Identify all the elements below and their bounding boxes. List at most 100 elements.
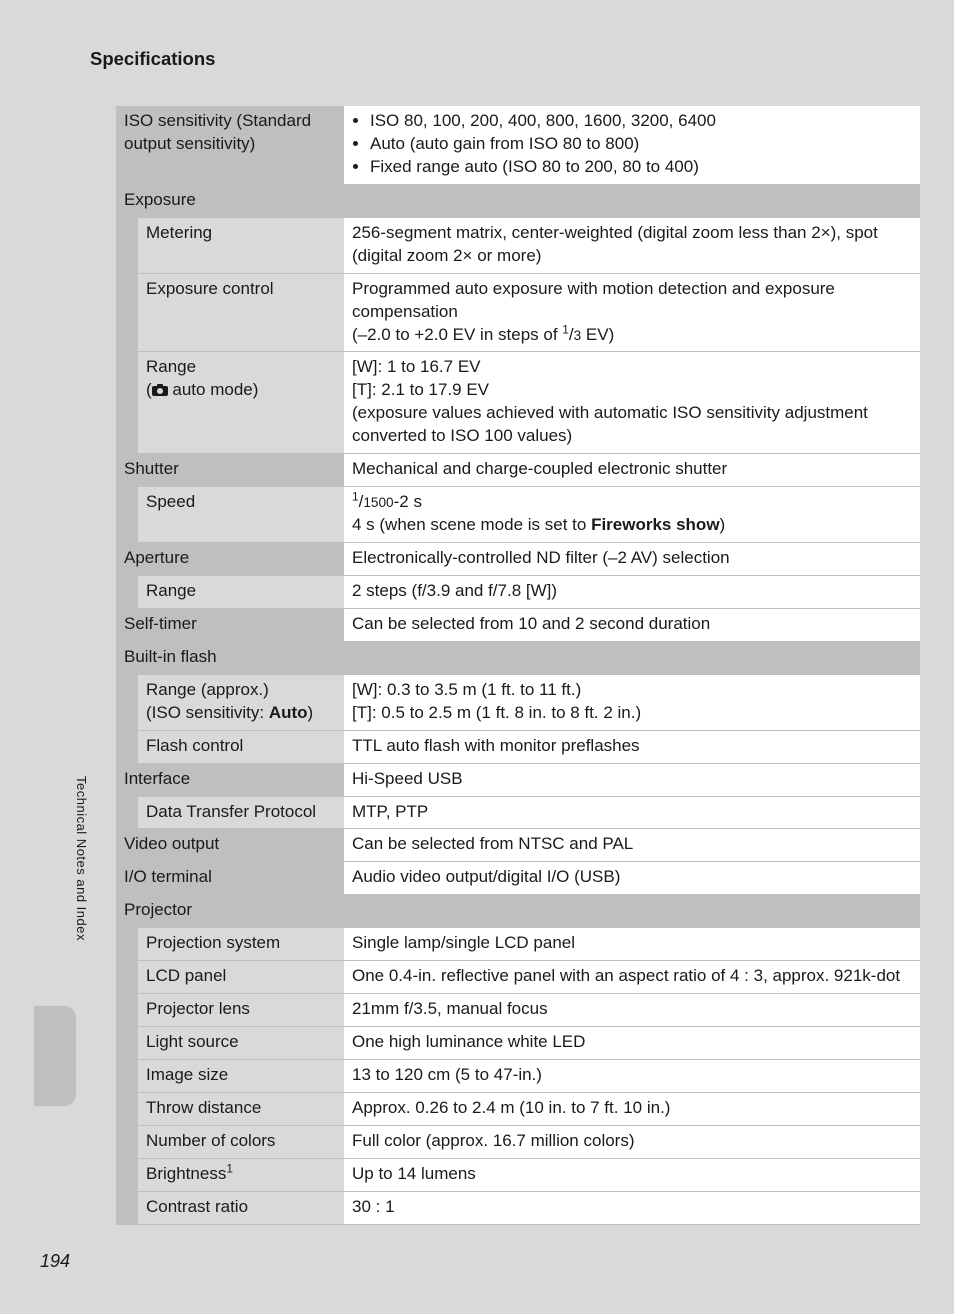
table-row: Shutter Mechanical and charge-coupled el… bbox=[116, 454, 920, 487]
spec-value: Up to 14 lumens bbox=[344, 1158, 920, 1191]
spec-label: Video output bbox=[116, 829, 344, 862]
spec-label: Brightness1 bbox=[138, 1158, 344, 1191]
table-row: Range (approx.) (ISO sensitivity: Auto) … bbox=[116, 674, 920, 730]
spec-value: [W]: 0.3 to 3.5 m (1 ft. to 11 ft.) [T]:… bbox=[344, 674, 920, 730]
indent-strip bbox=[116, 994, 138, 1027]
spec-label: Throw distance bbox=[138, 1092, 344, 1125]
spec-value: Mechanical and charge-coupled electronic… bbox=[344, 454, 920, 487]
fraction-den: 1500 bbox=[363, 495, 393, 510]
spec-label: LCD panel bbox=[138, 961, 344, 994]
spec-label: Speed bbox=[138, 487, 344, 543]
indent-strip bbox=[116, 352, 138, 454]
spec-value: Single lamp/single LCD panel bbox=[344, 928, 920, 961]
text: (ISO sensitivity: bbox=[146, 703, 269, 722]
indent-strip bbox=[116, 730, 138, 763]
spec-label: Number of colors bbox=[138, 1125, 344, 1158]
bullet-item: Fixed range auto (ISO 80 to 200, 80 to 4… bbox=[370, 156, 912, 179]
spec-label: Projection system bbox=[138, 928, 344, 961]
table-row: Speed 1/1500-2 s 4 s (when scene mode is… bbox=[116, 487, 920, 543]
text: (exposure values achieved with automatic… bbox=[352, 403, 868, 445]
spec-value: [W]: 1 to 16.7 EV [T]: 2.1 to 17.9 EV (e… bbox=[344, 352, 920, 454]
table-row: Light source One high luminance white LE… bbox=[116, 1027, 920, 1060]
spec-label: Shutter bbox=[116, 454, 344, 487]
text: [T]: 0.5 to 2.5 m (1 ft. 8 in. to 8 ft. … bbox=[352, 703, 641, 722]
indent-strip bbox=[116, 1027, 138, 1060]
table-row: Video output Can be selected from NTSC a… bbox=[116, 829, 920, 862]
table-row: Number of colors Full color (approx. 16.… bbox=[116, 1125, 920, 1158]
page-title: Specifications bbox=[90, 48, 920, 70]
bullet-item: ISO 80, 100, 200, 400, 800, 1600, 3200, … bbox=[370, 110, 912, 133]
section-header: Projector bbox=[116, 895, 920, 928]
page-number: 194 bbox=[40, 1251, 920, 1272]
thumb-tab bbox=[34, 1006, 76, 1106]
text: -2 s bbox=[394, 492, 422, 511]
page: Specifications Technical Notes and Index… bbox=[0, 0, 954, 1296]
spec-value: Approx. 0.26 to 2.4 m (10 in. to 7 ft. 1… bbox=[344, 1092, 920, 1125]
spec-label: Flash control bbox=[138, 730, 344, 763]
spec-value: Electronically-controlled ND filter (–2 … bbox=[344, 543, 920, 576]
spec-label: Metering bbox=[138, 217, 344, 273]
spec-value: One 0.4-in. reflective panel with an asp… bbox=[344, 961, 920, 994]
spec-value: TTL auto flash with monitor preflashes bbox=[344, 730, 920, 763]
spec-value: Hi-Speed USB bbox=[344, 763, 920, 796]
section-header: Exposure bbox=[116, 184, 920, 217]
indent-strip bbox=[116, 961, 138, 994]
content-area: Technical Notes and Index ISO sensitivit… bbox=[34, 106, 920, 1225]
indent-strip bbox=[116, 1125, 138, 1158]
spec-label: Projector lens bbox=[138, 994, 344, 1027]
table-row: Metering 256-segment matrix, center-weig… bbox=[116, 217, 920, 273]
table-row: Projection system Single lamp/single LCD… bbox=[116, 928, 920, 961]
spec-label: ISO sensitivity (Standard output sensiti… bbox=[116, 106, 344, 184]
spec-label: Range bbox=[138, 575, 344, 608]
spec-label: Interface bbox=[116, 763, 344, 796]
indent-strip bbox=[116, 487, 138, 543]
table-row: Built-in flash bbox=[116, 641, 920, 674]
table-row: Flash control TTL auto flash with monito… bbox=[116, 730, 920, 763]
spec-label: Self-timer bbox=[116, 608, 344, 641]
text-bold: Auto bbox=[269, 703, 308, 722]
spec-label: Aperture bbox=[116, 543, 344, 576]
text: 4 s (when scene mode is set to bbox=[352, 515, 591, 534]
spec-value: Audio video output/digital I/O (USB) bbox=[344, 862, 920, 895]
table-row: Throw distance Approx. 0.26 to 2.4 m (10… bbox=[116, 1092, 920, 1125]
spec-value: 13 to 120 cm (5 to 47-in.) bbox=[344, 1060, 920, 1093]
side-rail: Technical Notes and Index bbox=[34, 106, 116, 1225]
side-section-label: Technical Notes and Index bbox=[74, 776, 89, 941]
text: Range bbox=[146, 357, 196, 376]
table-row: Projector bbox=[116, 895, 920, 928]
table-row: Aperture Electronically-controlled ND fi… bbox=[116, 543, 920, 576]
spec-label: Image size bbox=[138, 1060, 344, 1093]
indent-strip bbox=[116, 273, 138, 352]
table-row: Range 2 steps (f/3.9 and f/7.8 [W]) bbox=[116, 575, 920, 608]
spec-value: 2 steps (f/3.9 and f/7.8 [W]) bbox=[344, 575, 920, 608]
table-row: Contrast ratio 30 : 1 bbox=[116, 1191, 920, 1224]
table-row: Brightness1 Up to 14 lumens bbox=[116, 1158, 920, 1191]
section-header: Built-in flash bbox=[116, 641, 920, 674]
indent-strip bbox=[116, 796, 138, 829]
table-row: Projector lens 21mm f/3.5, manual focus bbox=[116, 994, 920, 1027]
indent-strip bbox=[116, 1191, 138, 1224]
table-row: Exposure bbox=[116, 184, 920, 217]
table-row: LCD panel One 0.4-in. reflective panel w… bbox=[116, 961, 920, 994]
spec-value: 1/1500-2 s 4 s (when scene mode is set t… bbox=[344, 487, 920, 543]
spec-label: Range (approx.) (ISO sensitivity: Auto) bbox=[138, 674, 344, 730]
text: [W]: 1 to 16.7 EV bbox=[352, 357, 481, 376]
footnote-ref: 1 bbox=[226, 1161, 233, 1175]
spec-value: Can be selected from NTSC and PAL bbox=[344, 829, 920, 862]
indent-strip bbox=[116, 928, 138, 961]
indent-strip bbox=[116, 575, 138, 608]
table-row: Data Transfer Protocol MTP, PTP bbox=[116, 796, 920, 829]
indent-strip bbox=[116, 217, 138, 273]
text: ) bbox=[720, 515, 726, 534]
text: Brightness bbox=[146, 1164, 226, 1183]
spec-value: ISO 80, 100, 200, 400, 800, 1600, 3200, … bbox=[344, 106, 920, 184]
text: (–2.0 to +2.0 EV in steps of bbox=[352, 325, 562, 344]
spec-value: MTP, PTP bbox=[344, 796, 920, 829]
text: [T]: 2.1 to 17.9 EV bbox=[352, 380, 489, 399]
spec-label: Range ( auto mode) bbox=[138, 352, 344, 454]
spec-label: Light source bbox=[138, 1027, 344, 1060]
spec-value: Can be selected from 10 and 2 second dur… bbox=[344, 608, 920, 641]
text: EV) bbox=[581, 325, 614, 344]
text: [W]: 0.3 to 3.5 m (1 ft. to 11 ft.) bbox=[352, 680, 581, 699]
indent-strip bbox=[116, 1060, 138, 1093]
